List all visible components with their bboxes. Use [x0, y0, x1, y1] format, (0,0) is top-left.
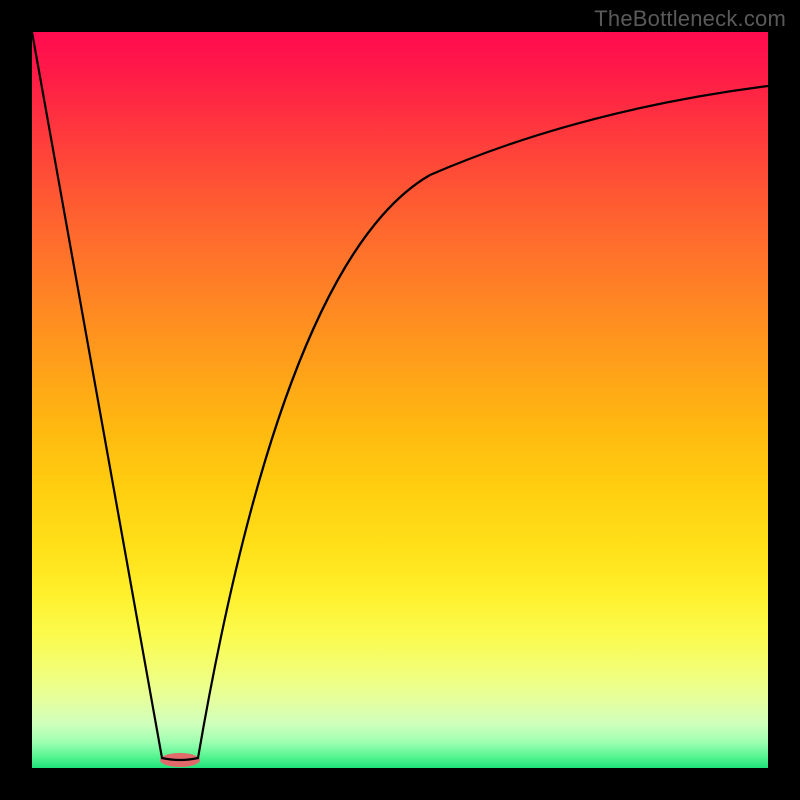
chart-container: TheBottleneck.com [0, 0, 800, 800]
plot-gradient-background [32, 32, 768, 768]
bottleneck-curve-chart [0, 0, 800, 800]
watermark-text: TheBottleneck.com [594, 6, 786, 32]
